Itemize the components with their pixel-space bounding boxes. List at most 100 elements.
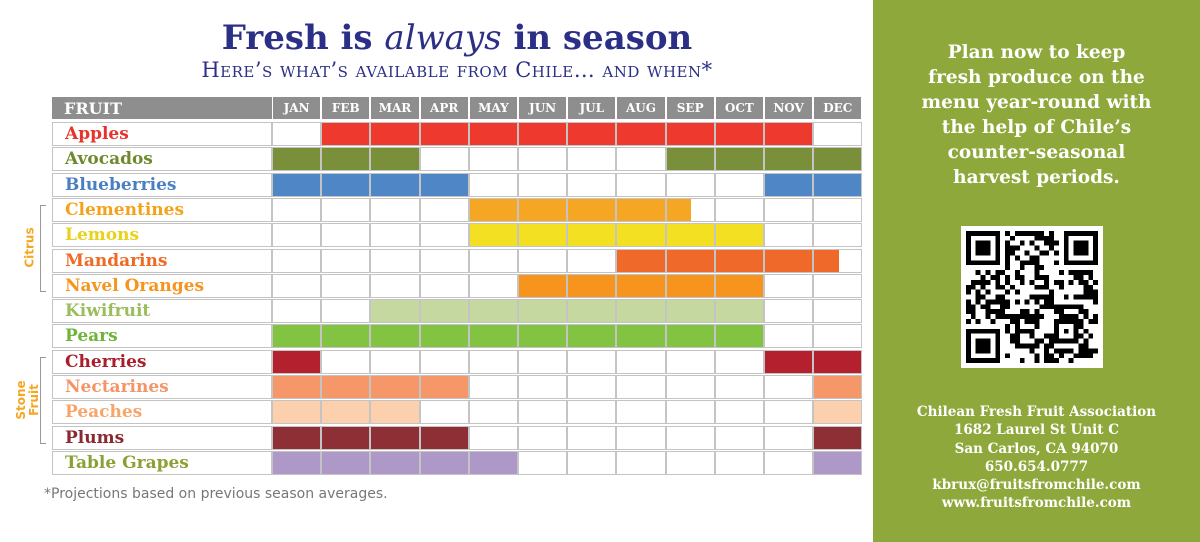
month-header-feb: FEB xyxy=(322,97,370,119)
season-bar xyxy=(568,300,616,323)
month-cell xyxy=(715,173,763,196)
season-bar xyxy=(469,224,517,247)
month-cell xyxy=(814,123,862,145)
group-bracket-tick xyxy=(40,442,46,444)
group-bracket-tick xyxy=(40,356,46,358)
month-cell xyxy=(273,123,321,145)
month-cell xyxy=(814,274,862,297)
season-bar xyxy=(715,249,763,272)
season-bar xyxy=(568,198,616,221)
month-cell xyxy=(322,274,370,297)
month-cell xyxy=(666,451,714,474)
month-cell xyxy=(617,376,665,398)
month-cell xyxy=(666,173,714,196)
month-cell xyxy=(420,198,468,221)
month-cell xyxy=(814,224,862,247)
group-bracket xyxy=(40,204,41,291)
month-cell xyxy=(765,451,813,474)
season-bar xyxy=(519,123,567,145)
season-bar xyxy=(371,123,419,145)
season-bar xyxy=(519,274,567,297)
title-text: Fresh is xyxy=(221,18,385,58)
fruit-label-navel-oranges: Navel Oranges xyxy=(53,274,271,297)
season-bar xyxy=(765,249,813,272)
month-cell xyxy=(420,401,468,424)
season-bar xyxy=(666,274,714,297)
season-bar xyxy=(519,325,567,348)
contact-line[interactable]: kbrux@fruitsfromchile.com xyxy=(932,477,1141,494)
month-cell xyxy=(469,249,517,272)
season-bar xyxy=(519,224,567,247)
month-cell xyxy=(469,148,517,171)
fruit-label-plums: Plums xyxy=(53,426,271,449)
month-cell xyxy=(371,350,419,373)
qr-code-icon[interactable] xyxy=(961,226,1103,368)
month-cell xyxy=(568,249,616,272)
season-bar xyxy=(420,173,468,196)
month-cell xyxy=(617,451,665,474)
month-cell xyxy=(617,173,665,196)
season-bar xyxy=(420,426,468,449)
month-cell xyxy=(322,198,370,221)
group-label-citrus: Citrus xyxy=(22,227,37,268)
month-cell xyxy=(469,173,517,196)
month-cell xyxy=(765,274,813,297)
month-header-nov: NOV xyxy=(765,97,813,119)
month-cell xyxy=(469,274,517,297)
month-cell xyxy=(322,350,370,373)
season-bar xyxy=(469,300,517,323)
month-cell xyxy=(568,451,616,474)
season-bar xyxy=(420,325,468,348)
season-bar xyxy=(519,300,567,323)
fruit-label-table-grapes: Table Grapes xyxy=(53,451,271,474)
month-cell xyxy=(519,173,567,196)
month-cell xyxy=(420,224,468,247)
season-bar xyxy=(814,451,862,474)
season-bar xyxy=(273,173,321,196)
month-header-aug: AUG xyxy=(617,97,665,119)
month-cell xyxy=(519,426,567,449)
month-cell xyxy=(519,451,567,474)
month-cell xyxy=(715,401,763,424)
contact-line: San Carlos, CA 94070 xyxy=(954,440,1119,457)
season-bar xyxy=(666,325,714,348)
season-bar xyxy=(715,123,763,145)
season-bar xyxy=(617,249,665,272)
month-cell xyxy=(765,376,813,398)
fruit-label-mandarins: Mandarins xyxy=(53,249,271,272)
season-bar xyxy=(322,426,370,449)
month-cell xyxy=(617,426,665,449)
season-bar xyxy=(322,123,370,145)
season-bar xyxy=(666,249,714,272)
season-bar xyxy=(765,123,813,145)
month-cell xyxy=(322,224,370,247)
season-bar xyxy=(371,148,419,171)
season-bar xyxy=(371,451,419,474)
season-bar xyxy=(666,148,714,171)
season-bar xyxy=(322,173,370,196)
season-chart: FRUIT JAN FEB MAR APR MAY JUN JUL AUG SEP OCT NOV DE… xyxy=(14,97,866,477)
month-header-apr: APR xyxy=(420,97,468,119)
contact-line[interactable]: www.fruitsfromchile.com xyxy=(941,495,1132,512)
season-bar xyxy=(765,173,813,196)
month-cell xyxy=(371,249,419,272)
month-header-dec: DEC xyxy=(814,97,862,119)
month-cell xyxy=(666,401,714,424)
season-bar xyxy=(420,451,468,474)
group-bracket-tick xyxy=(40,204,46,206)
contact-line: Chilean Fresh Fruit Association xyxy=(916,404,1157,420)
season-bar xyxy=(765,148,813,171)
group-label-stone-fruit: Stone Fruit xyxy=(14,379,41,420)
month-cell xyxy=(617,148,665,171)
month-cell xyxy=(519,350,567,373)
fruit-label-peaches: Peaches xyxy=(53,401,271,424)
month-cell xyxy=(568,350,616,373)
month-cell xyxy=(715,451,763,474)
season-bar xyxy=(371,376,419,398)
season-bar xyxy=(273,451,321,474)
header-fruit: FRUIT xyxy=(52,97,272,119)
season-bar xyxy=(420,300,468,323)
fruit-label-kiwifruit: Kiwifruit xyxy=(53,300,271,323)
season-bar xyxy=(469,123,517,145)
season-bar-partial xyxy=(814,249,839,272)
